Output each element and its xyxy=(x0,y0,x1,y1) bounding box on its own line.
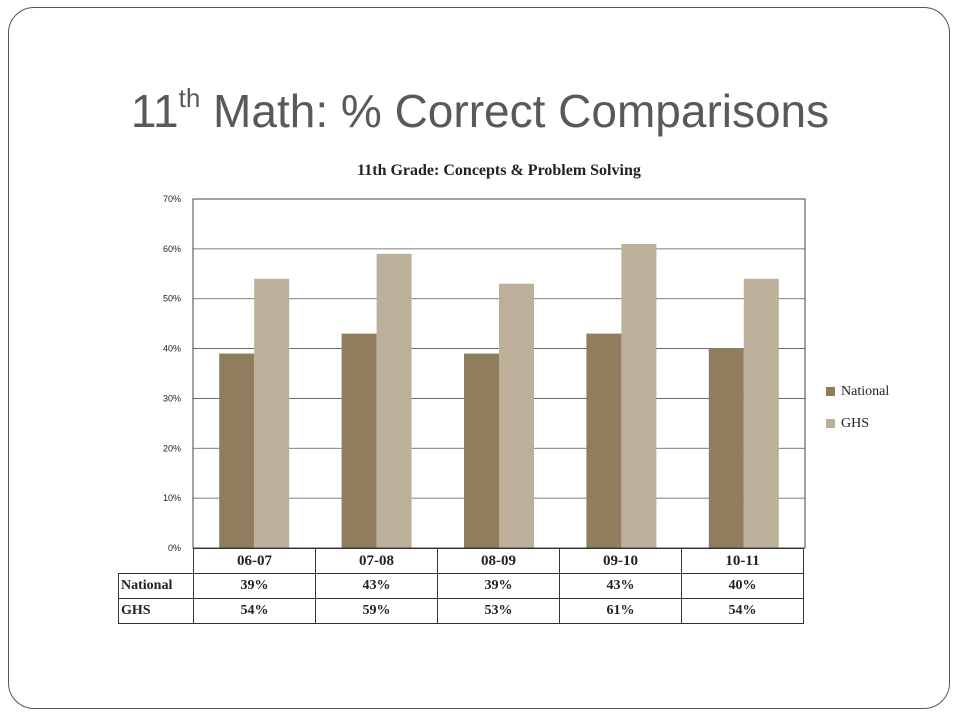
y-tick-label: 50% xyxy=(163,294,181,304)
bar-ghs-07-08 xyxy=(376,253,412,549)
data-table-header-row: 06-07 07-08 08-09 09-10 10-11 xyxy=(118,548,804,574)
y-tick-label: 0% xyxy=(168,543,181,553)
bar-ghs-09-10 xyxy=(621,243,657,548)
legend-item-national: National xyxy=(826,383,889,400)
data-table-row-ghs: GHS 54% 59% 53% 61% 54% xyxy=(118,598,804,624)
legend: National GHS xyxy=(826,383,889,447)
data-table-row-national: National 39% 43% 39% 43% 40% xyxy=(118,573,804,599)
data-table-category: 08-09 xyxy=(437,548,560,574)
y-tick-label: 70% xyxy=(163,194,181,204)
data-table-cell: 43% xyxy=(559,573,682,599)
bar-national-07-08 xyxy=(341,333,377,548)
bar-national-09-10 xyxy=(586,333,622,548)
slide-title-rest: Math: % Correct Comparisons xyxy=(200,85,830,137)
y-axis-ticks: 0% 10% 20% 30% 40% 50% 60% 70% xyxy=(163,194,181,553)
y-tick-label: 30% xyxy=(163,393,181,403)
y-tick-label: 60% xyxy=(163,244,181,254)
slide-title-superscript: th xyxy=(178,82,201,113)
legend-label-national: National xyxy=(841,383,890,399)
legend-label-ghs: GHS xyxy=(841,415,870,431)
bars xyxy=(219,243,779,549)
data-table-cell: 61% xyxy=(559,598,682,624)
bar-national-08-09 xyxy=(464,353,499,548)
y-tick-label: 40% xyxy=(163,344,181,354)
data-table-cell: 54% xyxy=(193,598,316,624)
slide-title: 11th Math: % Correct Comparisons xyxy=(0,82,960,138)
y-tick-label: 20% xyxy=(163,443,181,453)
data-table-cell: 59% xyxy=(315,598,438,624)
data-table-cell: 54% xyxy=(681,598,804,624)
bar-national-06-07 xyxy=(219,353,255,548)
bar-ghs-10-11 xyxy=(743,278,779,548)
bar-ghs-06-07 xyxy=(254,278,290,548)
slide-title-prefix: 11 xyxy=(130,85,179,137)
data-table-category: 07-08 xyxy=(315,548,438,574)
data-table-cell: 53% xyxy=(437,598,560,624)
data-table-category: 10-11 xyxy=(681,548,804,574)
data-table-cell: 39% xyxy=(193,573,316,599)
bar-national-10-11 xyxy=(708,348,744,548)
chart-title: 11th Grade: Concepts & Problem Solving xyxy=(357,162,641,179)
legend-swatch-ghs xyxy=(826,419,835,428)
y-tick-label: 10% xyxy=(163,493,181,503)
data-table-row-label: National xyxy=(118,573,194,599)
data-table-cell: 39% xyxy=(437,573,560,599)
data-table-row-label: GHS xyxy=(118,598,194,624)
legend-swatch-national xyxy=(826,387,835,396)
bar-ghs-08-09 xyxy=(499,283,534,548)
data-table-category: 09-10 xyxy=(559,548,682,574)
data-table-cell: 40% xyxy=(681,573,804,599)
legend-item-ghs: GHS xyxy=(826,415,889,432)
data-table-category: 06-07 xyxy=(193,548,316,574)
data-table-cell: 43% xyxy=(315,573,438,599)
data-table-corner xyxy=(118,548,194,574)
data-table: 06-07 07-08 08-09 09-10 10-11 National 3… xyxy=(118,548,804,624)
